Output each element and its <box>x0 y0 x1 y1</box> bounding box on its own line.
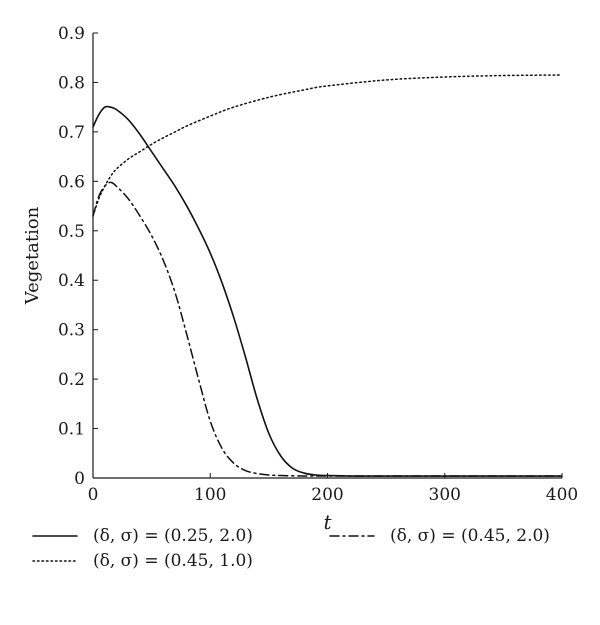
y-axis-label: Vegetation <box>22 206 43 305</box>
y-tick-label: 0.4 <box>58 271 85 291</box>
x-axis-label: t <box>323 510 332 534</box>
x-tick-label: 200 <box>311 485 343 505</box>
legend-label: (δ, σ) = (0.25, 2.0) <box>93 526 253 546</box>
series-line-dotted <box>92 74 563 217</box>
y-tick-label: 0.5 <box>58 222 85 242</box>
x-tick-label: 400 <box>546 485 578 505</box>
y-tick-label: 0 <box>74 469 85 489</box>
legend-label: (δ, σ) = (0.45, 1.0) <box>93 551 253 571</box>
legend-item: (δ, σ) = (0.25, 2.0) <box>32 526 253 546</box>
legend-item: (δ, σ) = (0.45, 2.0) <box>329 526 550 546</box>
x-tick-label: 300 <box>429 485 461 505</box>
x-tick-label: 0 <box>88 485 99 505</box>
x-ticks: 0 100 200 300 400 <box>88 473 578 505</box>
legend-item: (δ, σ) = (0.45, 1.0) <box>32 551 253 571</box>
legend: (δ, σ) = (0.25, 2.0) (δ, σ) = (0.45, 2.0)… <box>32 526 550 571</box>
plot-area: 0 100 200 300 400 00.10.20.30.40.50.60.70.80… <box>58 24 578 505</box>
y-tick-label: 0.3 <box>58 321 85 341</box>
y-ticks: 0 0.1 0.2 0.3 0.4 0.5 0.6 0.7 0.8 0.9 <box>58 24 98 489</box>
y-tick-label: 0.7 <box>58 123 85 143</box>
x-tick-label: 100 <box>194 485 226 505</box>
legend-label: (δ, σ) = (0.45, 2.0) <box>390 526 550 546</box>
y-tick-label: 0.1 <box>58 420 85 440</box>
series-line-dashdot <box>92 181 563 477</box>
y-tick-label: 0.6 <box>58 172 85 192</box>
y-tick-label: 0.2 <box>58 370 85 390</box>
series-line-solid <box>92 105 563 477</box>
y-tick-label: 0.8 <box>58 73 85 93</box>
y-tick-label: 0.9 <box>58 24 85 44</box>
series-lines <box>92 74 563 477</box>
